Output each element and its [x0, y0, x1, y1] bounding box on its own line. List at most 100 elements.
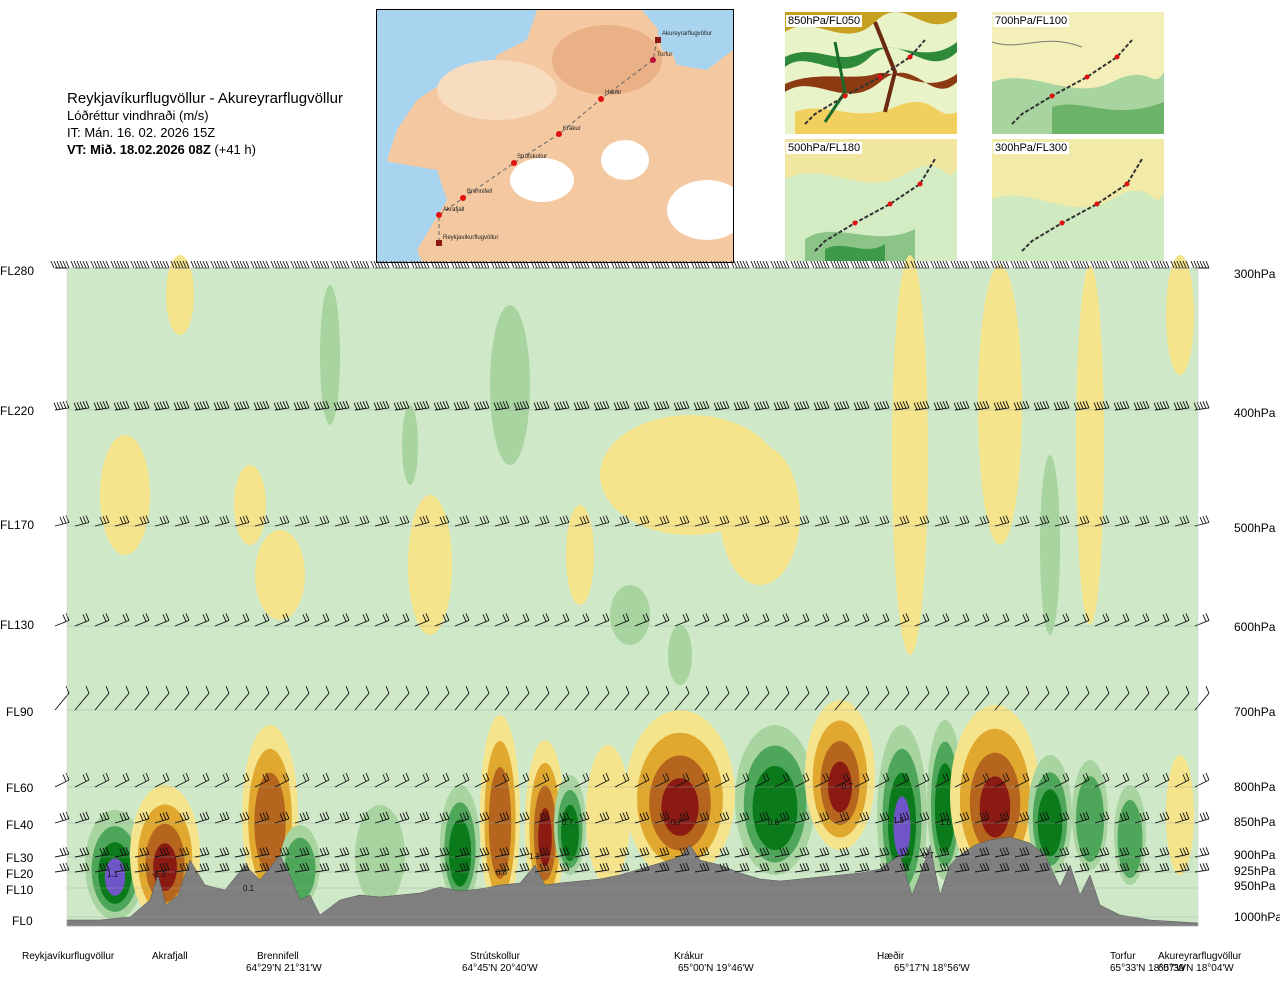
- wind-barb: [634, 772, 650, 788]
- wind-barb: [334, 811, 350, 824]
- fl-tick: FL0: [12, 914, 33, 928]
- wind-barb: [554, 613, 570, 627]
- wind-barb: [1074, 613, 1090, 627]
- wind-barb: [1190, 260, 1210, 269]
- wind-barb: [214, 811, 230, 824]
- wind-barb: [234, 862, 250, 873]
- wind-barb: [854, 811, 870, 824]
- wind-barb: [874, 613, 890, 627]
- wind-barb: [870, 260, 890, 269]
- field-blob: [1117, 800, 1143, 878]
- thumb-700hpa[interactable]: 700hPa/FL100: [992, 12, 1164, 134]
- wind-barb: [654, 847, 670, 858]
- wind-barb: [374, 847, 390, 858]
- wind-barb: [874, 515, 890, 527]
- wind-barb: [234, 772, 250, 788]
- wind-barb: [1194, 847, 1210, 858]
- wind-barb: [454, 772, 470, 788]
- wind-barb: [513, 400, 530, 411]
- wind-barb: [854, 862, 870, 873]
- title-block: Reykjavíkurflugvöllur - Akureyrarflugvöl…: [67, 90, 343, 158]
- wind-barb: [494, 686, 510, 711]
- waypoint-name: Krákur: [674, 951, 704, 962]
- wind-barb: [1133, 400, 1150, 411]
- wind-barb: [1094, 686, 1110, 711]
- thumb-500hpa[interactable]: 500hPa/FL180: [785, 139, 957, 261]
- wind-barb: [74, 686, 90, 711]
- wind-barb: [674, 686, 690, 711]
- wind-barb: [613, 400, 630, 411]
- wind-barb: [810, 260, 830, 269]
- wind-barb: [174, 686, 190, 711]
- wind-barb: [854, 515, 870, 527]
- wind-barb: [54, 613, 70, 627]
- wind-barb: [454, 613, 470, 627]
- wind-barb: [714, 772, 730, 788]
- wind-barb: [973, 400, 990, 411]
- wind-barb: [334, 862, 350, 873]
- thumb-850hpa-svg: [785, 12, 957, 134]
- wind-barb: [790, 260, 810, 269]
- wind-barb: [730, 260, 750, 269]
- wind-barb: [1174, 772, 1190, 788]
- thumb-300hpa[interactable]: 300hPa/FL300: [992, 139, 1164, 261]
- wind-barb: [1014, 772, 1030, 788]
- wind-barb: [214, 847, 230, 858]
- field-blob: [934, 763, 956, 853]
- map-label-akureyri: Akureyrarflugvöllur: [662, 31, 712, 37]
- field-blob: [752, 766, 798, 850]
- wind-barb: [774, 811, 790, 824]
- value-label: 1.5: [893, 816, 905, 825]
- wind-barb: [1034, 515, 1050, 527]
- wind-barb: [934, 772, 950, 788]
- map-point-haedir: [598, 96, 604, 102]
- wind-barb: [774, 847, 790, 858]
- wind-barb: [733, 400, 750, 411]
- wind-barb: [453, 400, 470, 411]
- wind-barb: [574, 847, 590, 858]
- wind-barb: [274, 772, 290, 788]
- wind-barb: [833, 400, 850, 411]
- wind-barb: [414, 686, 430, 711]
- wind-barb: [1114, 847, 1130, 858]
- wind-barb: [274, 613, 290, 627]
- wind-barb: [1054, 847, 1070, 858]
- wind-barb: [694, 847, 710, 858]
- wind-barb: [94, 772, 110, 788]
- waypoint-reykjavik: Reykjavíkurflugvöllur: [22, 951, 114, 963]
- value-label: 0.1: [243, 884, 255, 893]
- wind-barb: [194, 862, 210, 873]
- wind-barb: [94, 613, 110, 627]
- wind-barb: [314, 847, 330, 858]
- wind-barb: [114, 686, 130, 711]
- valid-time-offset: (+41 h): [210, 142, 256, 157]
- wind-barb: [194, 515, 210, 527]
- terrain: [66, 836, 1199, 927]
- wind-barb: [654, 686, 670, 711]
- wind-barb: [1193, 400, 1210, 411]
- map-label-strutskollur: Strútskollur: [517, 154, 547, 160]
- wind-barb: [314, 515, 330, 527]
- wind-barb: [254, 862, 270, 873]
- wind-barb: [594, 811, 610, 824]
- wind-barb: [1030, 260, 1050, 269]
- wind-barb: [573, 400, 590, 411]
- wind-barb: [293, 400, 310, 411]
- wind-barb: [234, 515, 250, 527]
- value-label: 0.7: [562, 818, 574, 827]
- wind-barb: [674, 847, 690, 858]
- field-blob: [1166, 255, 1194, 375]
- wind-barb: [990, 260, 1010, 269]
- wind-barb: [474, 515, 490, 527]
- wind-barb: [393, 400, 410, 411]
- wind-barb: [273, 400, 290, 411]
- wind-barb: [1174, 847, 1190, 858]
- wind-barb: [1173, 400, 1190, 411]
- fl-tick: FL280: [0, 264, 35, 278]
- wind-barb: [133, 400, 150, 411]
- plot-frame: [66, 267, 1199, 927]
- wind-barb: [934, 811, 950, 824]
- wind-barb: [1174, 862, 1190, 873]
- wind-barb: [750, 260, 770, 269]
- thumb-850hpa[interactable]: 850hPa/FL050: [785, 12, 957, 134]
